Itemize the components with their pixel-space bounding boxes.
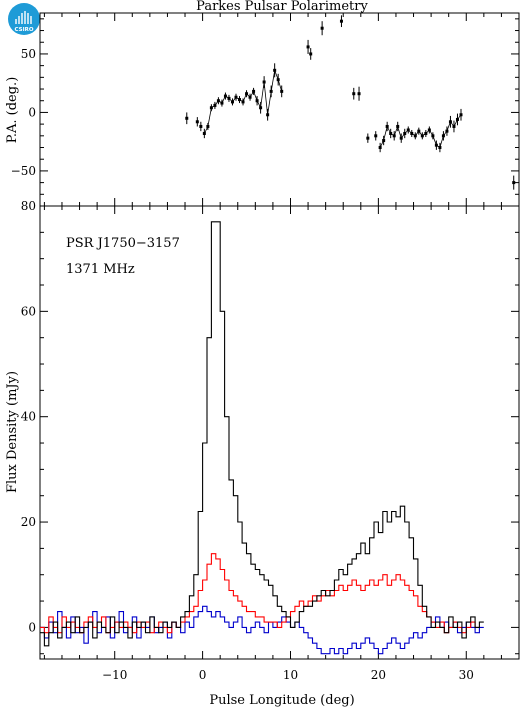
pa-tick-label: 50 bbox=[21, 47, 36, 61]
pulsar-name-annotation: PSR J1750−3157 bbox=[66, 236, 180, 251]
pa-point bbox=[459, 113, 463, 117]
circular-flux-profile bbox=[40, 605, 484, 655]
csiro-logo-text: CSIRO bbox=[14, 27, 33, 33]
pa-trace bbox=[379, 114, 462, 149]
flux-tick-label: 60 bbox=[21, 304, 36, 318]
x-tick-label: 20 bbox=[371, 668, 386, 682]
pa-point bbox=[195, 120, 199, 124]
pa-point bbox=[309, 52, 313, 56]
pa-panel-frame bbox=[39, 12, 520, 207]
x-tick-label: 10 bbox=[283, 668, 298, 682]
linear-flux-profile bbox=[40, 553, 480, 634]
pa-point bbox=[185, 116, 189, 120]
flux-tick-label: 80 bbox=[21, 199, 36, 213]
pa-axis-label: P.A. (deg.) bbox=[5, 77, 20, 144]
pa-point bbox=[512, 181, 516, 185]
flux-axis-label: Flux Density (mJy) bbox=[5, 371, 20, 493]
frequency-annotation: 1371 MHz bbox=[66, 262, 135, 277]
csiro-logo: CSIRO bbox=[8, 3, 40, 35]
x-tick-label: 0 bbox=[199, 668, 207, 682]
pa-point bbox=[374, 134, 378, 138]
chart-title: Parkes Pulsar Polarimetry bbox=[196, 0, 368, 14]
csiro-logo-icon bbox=[8, 3, 40, 35]
flux-axis-ticks: 0 20 40 60 80 bbox=[21, 199, 519, 655]
pa-data-points bbox=[185, 15, 516, 190]
x-axis-ticks: −10 0 10 20 30 bbox=[43, 13, 520, 682]
pa-point bbox=[320, 26, 324, 30]
csiro-logo-bars bbox=[15, 11, 32, 24]
flux-profiles bbox=[40, 221, 484, 655]
pa-point bbox=[366, 136, 370, 140]
pa-tick-label: −50 bbox=[11, 164, 36, 178]
flux-tick-label: 40 bbox=[21, 410, 36, 424]
x-tick-label: −10 bbox=[102, 668, 127, 682]
pa-point bbox=[202, 131, 206, 135]
flux-tick-label: 0 bbox=[28, 620, 36, 634]
pa-point bbox=[352, 92, 356, 96]
flux-panel-frame bbox=[39, 205, 520, 660]
x-axis-label: Pulse Longitude (deg) bbox=[209, 693, 354, 708]
pa-point bbox=[199, 124, 203, 128]
total-flux-profile bbox=[40, 221, 484, 647]
pa-tick-label: 0 bbox=[28, 105, 36, 119]
pa-point bbox=[339, 19, 343, 23]
pa-point bbox=[306, 45, 310, 49]
pa-axis-ticks: −50 0 50 bbox=[11, 18, 519, 195]
pa-point bbox=[357, 92, 361, 96]
pa-trace bbox=[204, 68, 283, 134]
x-tick-label: 30 bbox=[459, 668, 474, 682]
flux-tick-label: 20 bbox=[21, 515, 36, 529]
